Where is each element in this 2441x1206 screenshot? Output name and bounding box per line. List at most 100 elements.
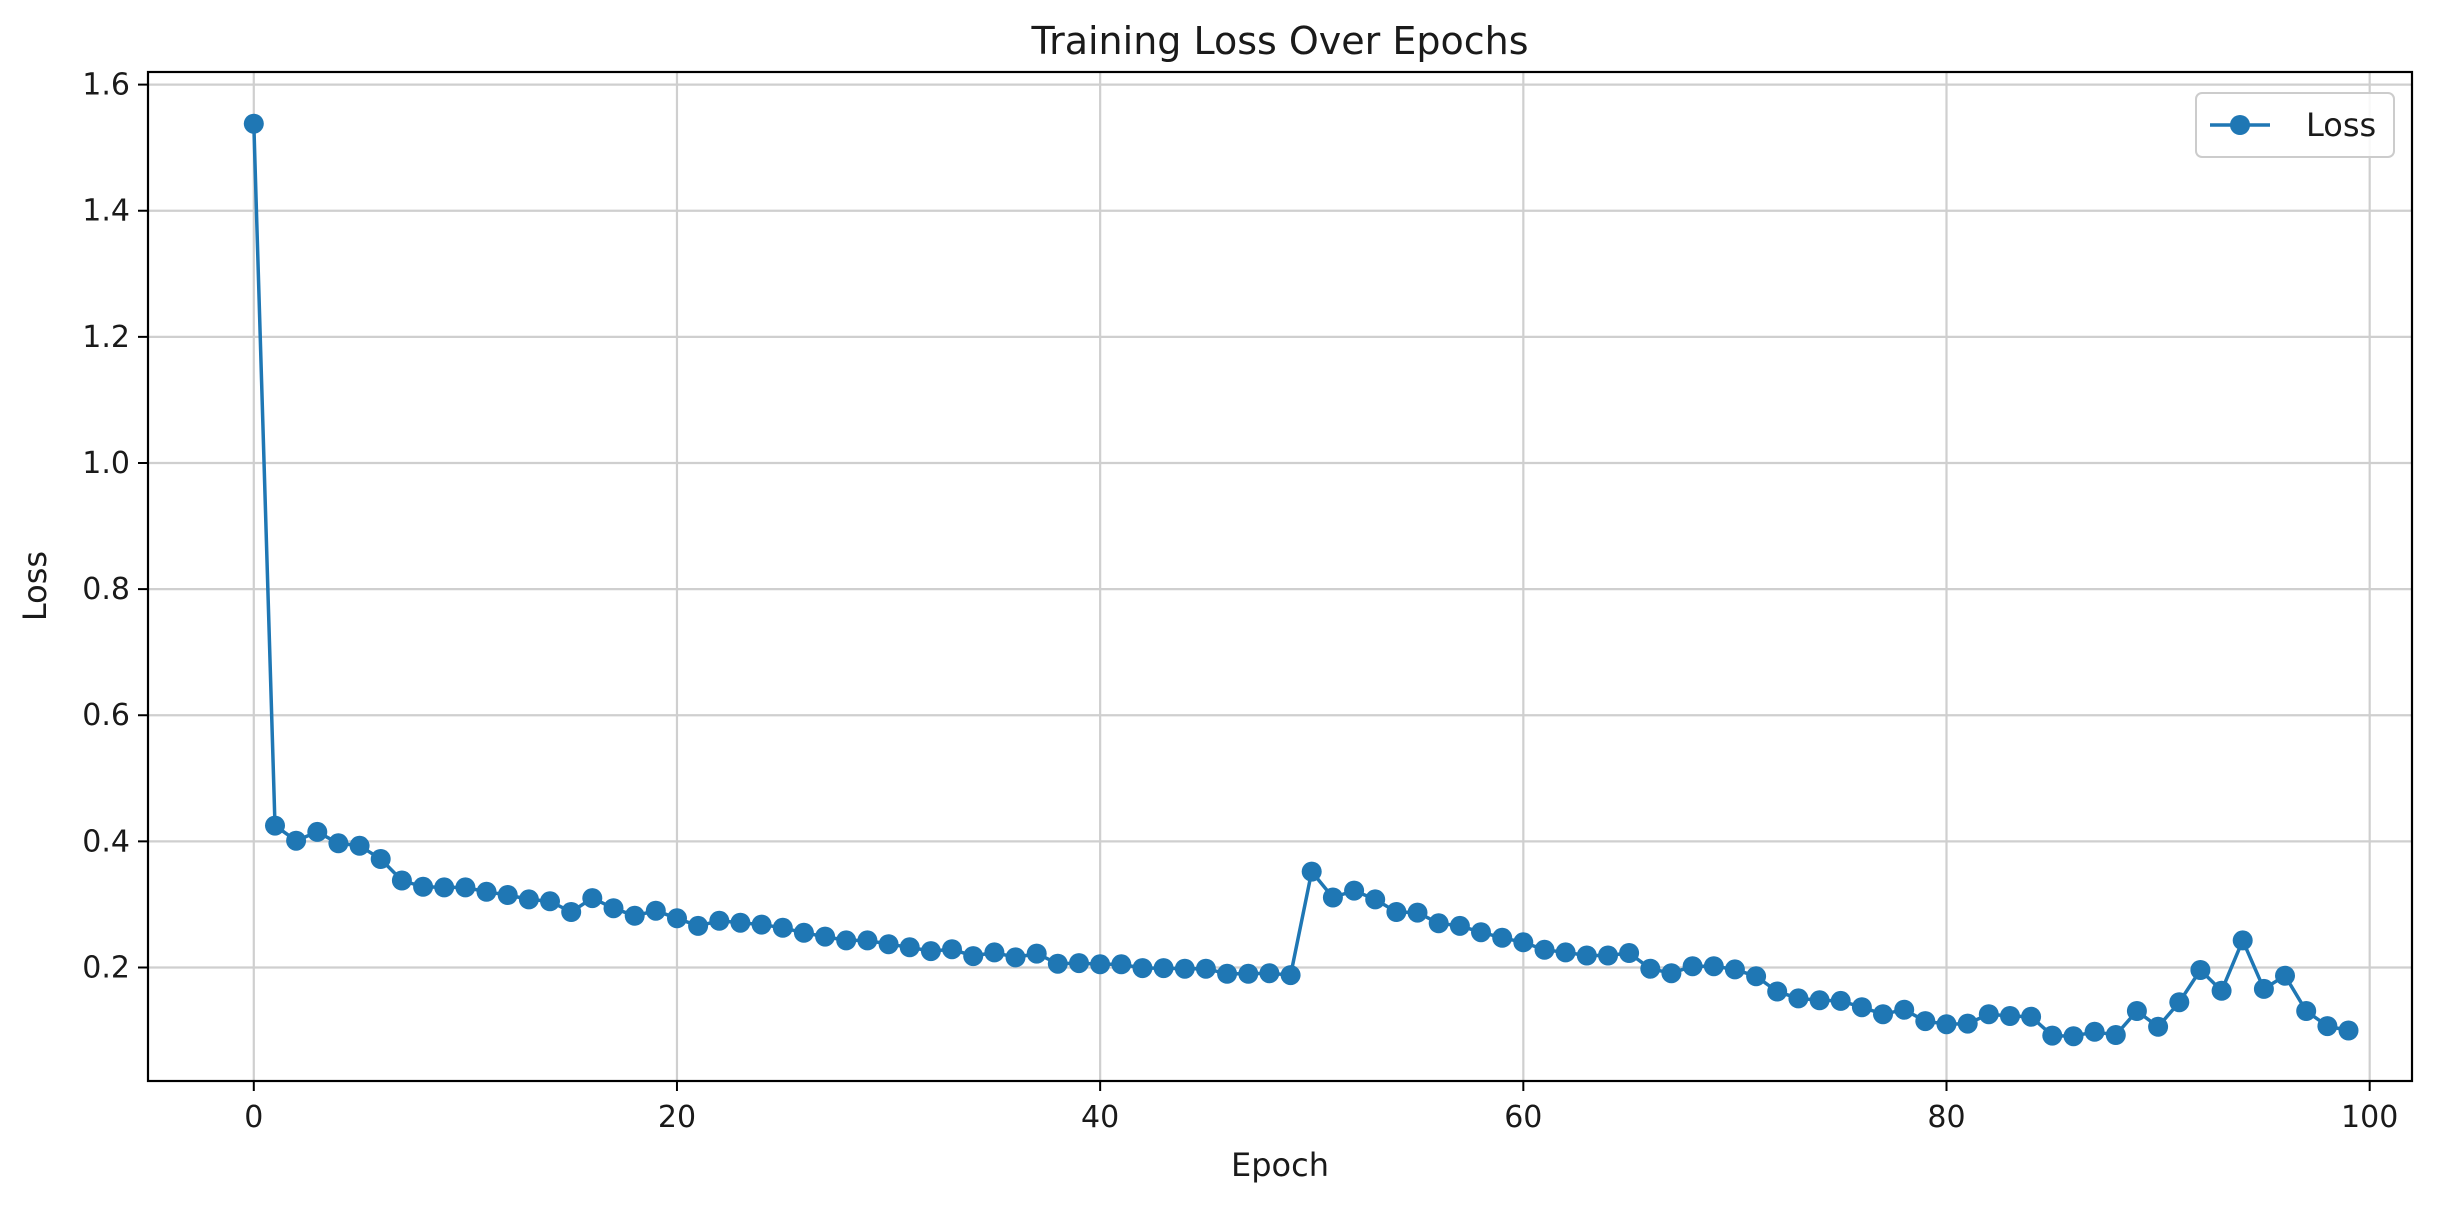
loss-series-line	[252, 123, 2349, 1038]
loss-data-point	[1661, 963, 1682, 984]
loss-data-point	[878, 934, 899, 955]
loss-data-point	[2084, 1021, 2105, 1042]
loss-data-point	[1957, 1013, 1978, 1034]
loss-data-point	[2000, 1006, 2020, 1026]
loss-data-point	[2338, 1020, 2359, 1041]
loss-data-point	[942, 939, 962, 960]
loss-data-point	[2317, 1016, 2338, 1037]
loss-data-point	[1767, 981, 1788, 1002]
x-tick-label: 0	[244, 1100, 263, 1135]
loss-data-point	[2211, 980, 2232, 1001]
legend-label-loss: Loss	[2306, 106, 2376, 144]
y-tick-label: 0.2	[82, 950, 130, 985]
loss-data-point	[603, 898, 624, 919]
loss-data-point	[667, 908, 687, 929]
loss-data-point	[1894, 999, 1915, 1020]
loss-data-point	[1386, 902, 1407, 922]
loss-data-point	[1619, 943, 1640, 963]
loss-data-point	[1746, 966, 1767, 987]
loss-data-point	[286, 830, 307, 851]
loss-data-point	[815, 926, 836, 947]
y-tick-label: 1.0	[82, 446, 130, 481]
loss-data-point	[1238, 963, 1259, 984]
loss-data-point	[1809, 990, 1830, 1011]
grid-lines	[148, 72, 2412, 1081]
loss-data-point	[518, 889, 539, 910]
loss-data-point	[243, 113, 264, 134]
loss-data-point	[1344, 880, 1365, 901]
plot-frame	[146, 70, 2414, 1083]
loss-data-point	[307, 821, 328, 842]
loss-data-point	[1576, 945, 1597, 966]
loss-data-point	[772, 917, 793, 938]
loss-data-point	[1640, 958, 1661, 979]
x-tick-label: 100	[2341, 1100, 2398, 1135]
loss-data-point	[540, 891, 560, 912]
loss-data-point	[455, 877, 476, 898]
loss-data-point	[1449, 915, 1470, 936]
x-tick-label: 60	[1504, 1100, 1542, 1135]
legend-box	[2195, 92, 2395, 158]
loss-data-point	[645, 900, 666, 921]
loss-data-point	[1026, 943, 1047, 964]
loss-data-point	[2042, 1025, 2063, 1046]
loss-data-point	[984, 942, 1005, 963]
loss-data-point	[688, 915, 709, 936]
loss-data-point	[434, 877, 455, 898]
legend-marker-swatch	[2230, 115, 2250, 135]
y-axis-ticks: 0.2 0.4 0.6 0.8 1.0 1.2 1.4 1.6	[82, 68, 148, 985]
loss-data-point	[2190, 960, 2211, 980]
loss-data-point	[2063, 1026, 2084, 1047]
loss-data-point	[836, 930, 857, 951]
loss-data-point	[2105, 1025, 2126, 1045]
loss-data-point	[1365, 889, 1386, 910]
y-tick-label: 1.4	[82, 194, 130, 229]
loss-data-point	[1471, 922, 1491, 943]
y-axis-label: Loss	[16, 551, 54, 621]
y-tick-label: 0.4	[82, 824, 130, 859]
loss-data-point	[899, 937, 920, 958]
loss-data-point	[1936, 1014, 1957, 1035]
loss-data-point	[1598, 945, 1618, 966]
x-axis-ticks: 0 20 40 60 80 100	[244, 1081, 2398, 1135]
loss-series-markers	[243, 113, 2359, 1047]
loss-data-point	[1259, 963, 1280, 984]
loss-data-point	[1513, 932, 1534, 953]
loss-data-point	[2253, 978, 2274, 999]
loss-data-point	[1851, 997, 1872, 1018]
loss-data-point	[328, 833, 349, 854]
loss-data-point	[1132, 958, 1153, 979]
loss-data-point	[2232, 930, 2253, 951]
loss-data-point	[370, 849, 391, 869]
loss-data-point	[1428, 913, 1449, 934]
loss-data-point	[1047, 953, 1068, 974]
loss-data-point	[1830, 990, 1851, 1011]
loss-data-point	[1534, 939, 1555, 960]
loss-data-point	[1492, 927, 1513, 948]
loss-data-point	[2169, 992, 2190, 1013]
loss-data-point	[1407, 902, 1428, 923]
loss-data-point	[413, 876, 434, 897]
loss-data-point	[1682, 956, 1703, 977]
loss-data-point	[1153, 958, 1174, 979]
loss-data-point	[497, 885, 518, 905]
loss-data-point	[857, 930, 878, 951]
loss-data-point	[2275, 965, 2295, 986]
loss-data-point	[476, 881, 497, 902]
loss-data-point	[1174, 958, 1195, 979]
y-tick-label: 1.6	[82, 68, 130, 103]
loss-data-point	[1005, 947, 1026, 968]
loss-data-point	[624, 905, 645, 926]
loss-data-point	[1301, 861, 1322, 882]
loss-data-point	[349, 835, 370, 856]
loss-data-point	[963, 946, 984, 967]
loss-data-point	[1873, 1004, 1893, 1025]
y-tick-label: 0.8	[82, 572, 130, 607]
x-tick-label: 40	[1081, 1100, 1119, 1135]
loss-data-point	[793, 922, 814, 943]
loss-data-point	[561, 902, 582, 922]
loss-data-point	[1915, 1011, 1936, 1032]
loss-data-point	[2296, 1001, 2317, 1021]
loss-data-point	[1788, 988, 1809, 1009]
